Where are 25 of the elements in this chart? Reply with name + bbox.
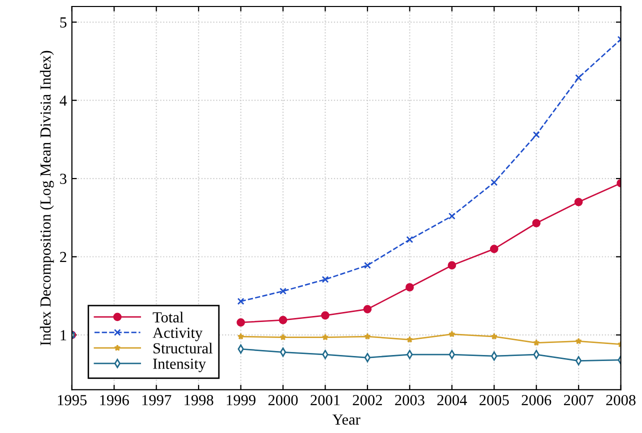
legend-label: Total (152, 312, 184, 322)
y-axis-title: Index Decomposition (Log Mean Divisia Index) (40, 50, 54, 346)
legend-label: Intensity (153, 358, 206, 372)
x-tick-label: 1997 (142, 395, 172, 406)
x-tick-label: 1996 (100, 395, 129, 406)
y-tick-label: 3 (60, 174, 66, 184)
x-tick-label: 2005 (480, 395, 509, 406)
x-tick-label: 2008 (606, 395, 636, 406)
x-tick-label: 1995 (58, 395, 87, 406)
y-tick-label: 2 (60, 252, 66, 262)
x-tick-label: 2000 (268, 395, 298, 406)
x-tick-label: 2001 (310, 395, 340, 406)
x-tick-label: 2004 (437, 395, 467, 406)
y-tick-label: 4 (60, 96, 67, 106)
x-tick-label: 2006 (522, 395, 552, 406)
y-tick-label: 5 (60, 17, 66, 28)
x-tick-label: 1998 (184, 395, 214, 406)
x-tick-label: 2007 (564, 395, 594, 406)
x-axis-title: Year (332, 414, 360, 425)
y-tick-label: 1 (60, 330, 66, 340)
legend-label: Activity (152, 328, 203, 342)
x-tick-label: 2003 (395, 395, 424, 406)
legend-label: Structural (154, 342, 212, 354)
x-tick-label: 1999 (226, 395, 256, 406)
x-tick-label: 2002 (352, 395, 382, 406)
